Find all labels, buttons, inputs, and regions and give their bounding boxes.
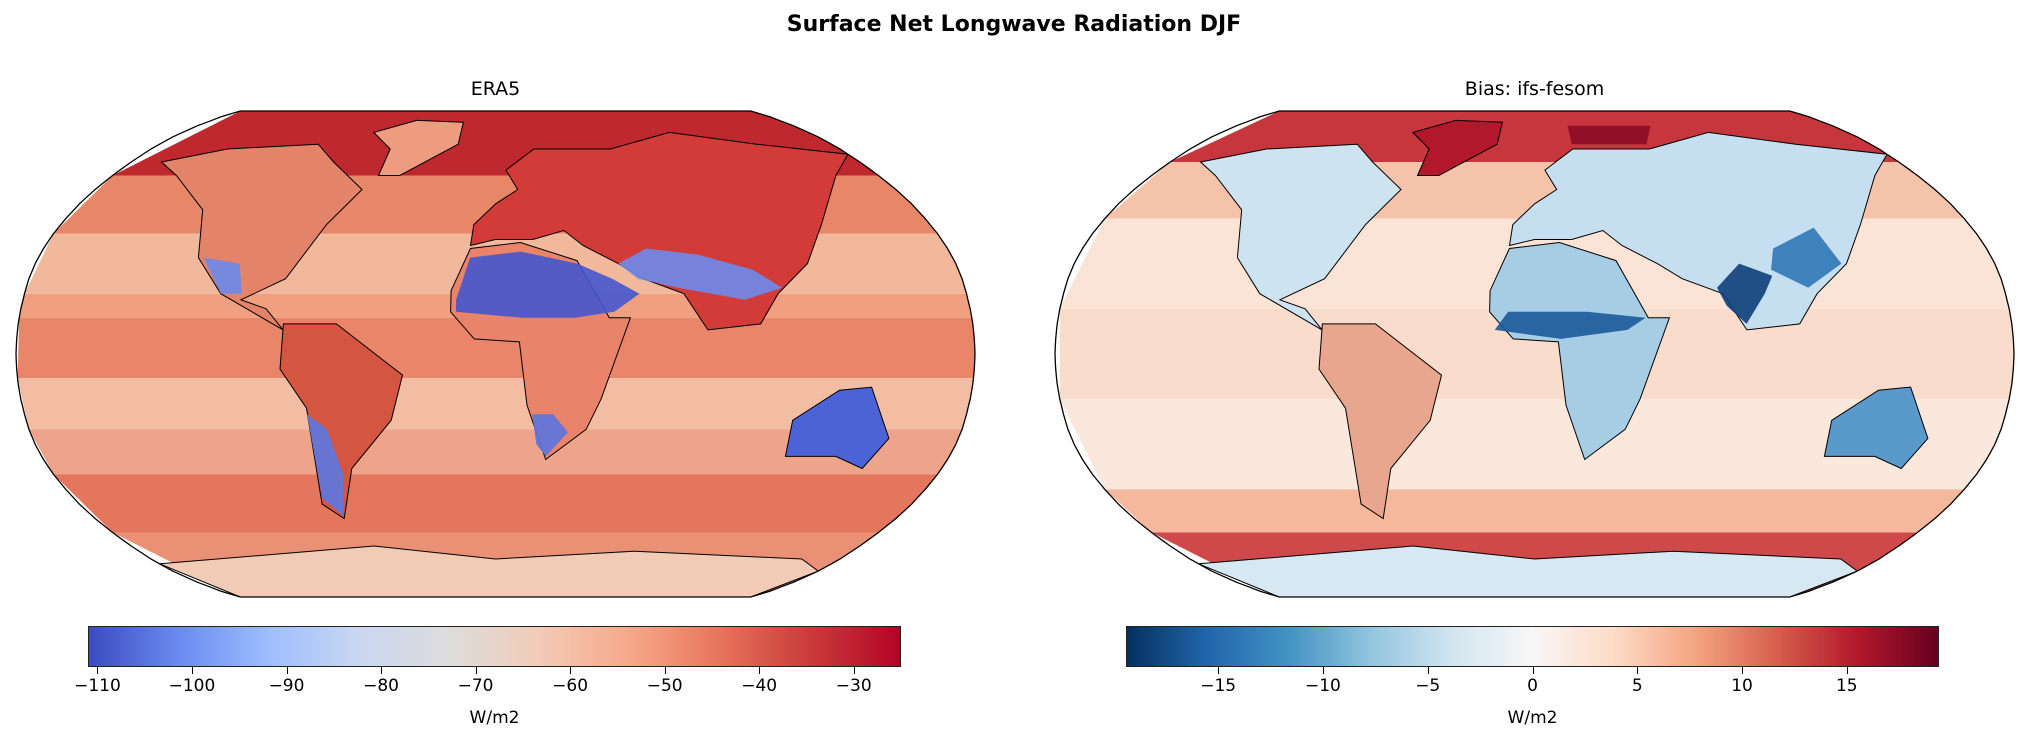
colorbar-tick-label: −80 — [363, 676, 399, 696]
australia-landmass — [1823, 386, 1929, 470]
colorbar-tick-label: −5 — [1415, 676, 1441, 696]
greenland-landmass — [1411, 119, 1504, 176]
era5-panel-title: ERA5 — [470, 78, 521, 100]
australia-landmass — [784, 386, 890, 470]
colorbar-tick — [1427, 667, 1429, 674]
northamerica-landmass — [1199, 143, 1402, 331]
ocean-field-band — [1104, 489, 1965, 533]
colorbar-label: W/m2 — [1507, 708, 1558, 728]
china-region — [1771, 227, 1842, 288]
map-boundary — [1054, 110, 2015, 598]
bias-map — [1054, 110, 2015, 598]
map-boundary — [15, 110, 976, 598]
antarctica-landmass — [159, 545, 820, 597]
colorbar-tick — [664, 667, 666, 674]
southamerica-landmass — [1318, 323, 1443, 520]
ocean-field-band — [1059, 399, 2010, 490]
colorbar-tick-label: −40 — [741, 676, 778, 696]
colorbar-tick — [1218, 667, 1220, 674]
colorbar-tick — [1532, 667, 1534, 674]
africa-landmass — [1489, 241, 1671, 461]
southamerica-landmass — [279, 323, 404, 520]
colorbar-tick-label: −30 — [835, 676, 872, 696]
colorbar-tick — [1322, 667, 1324, 674]
sahel-region — [1494, 311, 1646, 339]
colorbar-tick-label: −100 — [168, 676, 216, 696]
colorbar-tick-label: −60 — [552, 676, 589, 696]
colorbar-tick-label: 10 — [1731, 676, 1753, 696]
mexico-region — [203, 257, 242, 294]
colorbar-tick-label: −70 — [457, 676, 494, 696]
colorbar-tick-label: −90 — [268, 676, 305, 696]
northamerica-landmass — [160, 143, 363, 331]
barents-region — [1567, 125, 1651, 145]
ocean-field-band — [53, 474, 938, 533]
colorbar-tick-label: 0 — [1527, 676, 1538, 696]
colorbar-tick-label: 15 — [1835, 676, 1858, 696]
antarctica-landmass — [1198, 545, 1859, 597]
colorbar-tick — [1637, 667, 1639, 674]
ocean-field-band — [17, 317, 975, 379]
colorbar-tick-label: −15 — [1200, 676, 1237, 696]
colorbar-tick-label: −50 — [646, 676, 683, 696]
patagonia-region — [307, 414, 344, 516]
colorbar-tick — [191, 667, 193, 674]
era5-map — [15, 110, 976, 598]
figure-title: Surface Net Longwave Radiation DJF — [786, 12, 1242, 37]
colorbar-tick — [97, 667, 99, 674]
colorbar-tick — [381, 667, 383, 674]
safrica-region — [532, 414, 568, 457]
colorbar-tick — [853, 667, 855, 674]
colorbar-tick — [1846, 667, 1848, 674]
colorbar-tick — [475, 667, 477, 674]
greenland-landmass — [372, 119, 465, 176]
colorbar-tick-label: −10 — [1305, 676, 1341, 696]
colorbar-tick-label: 5 — [1631, 676, 1643, 696]
bias-colorbar — [1126, 626, 1939, 667]
colorbar-tick — [759, 667, 761, 674]
bias-panel-title: Bias: ifs-fesom — [1464, 78, 1605, 100]
india-region — [1717, 263, 1773, 324]
ocean-field-band — [1059, 308, 2014, 400]
colorbar-tick — [1742, 667, 1744, 674]
sahara-region — [455, 251, 640, 318]
colorbar-label: W/m2 — [469, 708, 520, 728]
era5-colorbar — [88, 626, 901, 667]
ocean-field-band — [17, 378, 974, 430]
eurasia-landmass — [1508, 131, 1888, 331]
colorbar-tick-label: −110 — [74, 676, 121, 696]
colorbar-tick — [286, 667, 288, 674]
colorbar-tick — [570, 667, 572, 674]
ocean-field-band — [28, 429, 963, 475]
sasia-region — [618, 248, 783, 300]
